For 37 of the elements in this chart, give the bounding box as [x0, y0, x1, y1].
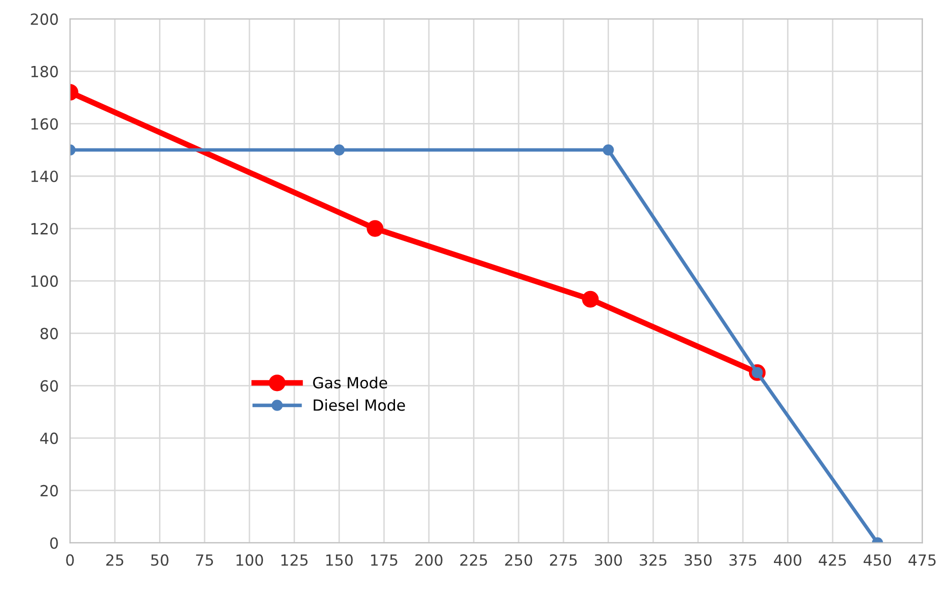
y-tick-label: 60 [40, 380, 58, 392]
x-tick-label: 125 [281, 554, 308, 566]
x-tick-label: 225 [460, 554, 487, 566]
legend-label: Gas Mode [313, 376, 388, 388]
x-tick-label: 200 [415, 554, 442, 566]
y-tick-label: 160 [31, 118, 58, 130]
x-tick-label: 250 [505, 554, 532, 566]
x-tick-label: 450 [864, 554, 892, 566]
point [602, 144, 614, 156]
x-tick-label: 300 [594, 554, 622, 566]
legend-label: Diesel Mode [314, 399, 405, 411]
point [366, 220, 384, 237]
x-tick-label: 150 [326, 554, 353, 566]
x-tick-label: 475 [908, 554, 936, 566]
y-tick-label: 140 [31, 170, 58, 182]
x-tick-label: 350 [684, 554, 712, 566]
y-tick-label: 20 [40, 484, 58, 496]
y-tick-label: 80 [40, 328, 58, 340]
x-tick-label: 0 [66, 554, 74, 566]
y-tick-label: 120 [31, 222, 58, 235]
point [582, 290, 599, 308]
y-tick-label: 0 [50, 537, 58, 549]
x-tick-label: 175 [371, 554, 398, 566]
x-tick-label: 100 [236, 554, 264, 566]
x-tick-label: 25 [106, 554, 124, 566]
x-tick-label: 75 [196, 554, 213, 566]
x-tick-label: 375 [729, 554, 756, 566]
point [334, 144, 345, 156]
y-tick-label: 200 [30, 13, 58, 25]
y-tick-label: 100 [31, 275, 58, 287]
x-tick-label: 50 [151, 554, 168, 566]
x-tick-label: 325 [640, 554, 666, 566]
x-tick-label: 425 [818, 554, 846, 566]
y-tick-label: 180 [31, 66, 58, 78]
y-tick-label: 40 [40, 432, 58, 444]
x-tick-label: 400 [774, 554, 802, 566]
x-tick-label: 275 [550, 554, 577, 566]
